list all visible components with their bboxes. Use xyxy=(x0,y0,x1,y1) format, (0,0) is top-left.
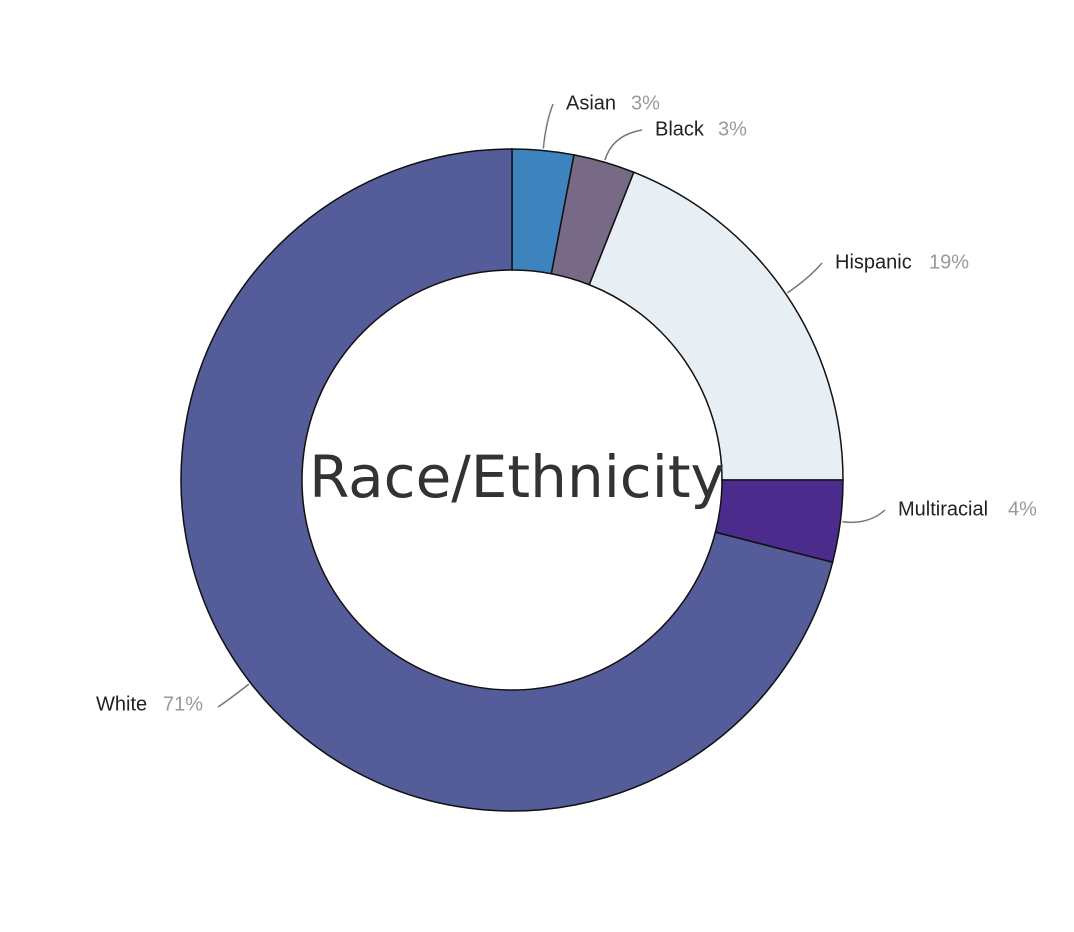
slice-hispanic[interactable] xyxy=(588,171,844,481)
slice-label-asian: Asian xyxy=(566,92,616,114)
slice-label-multiracial: Multiracial xyxy=(898,498,988,520)
leader-line-hispanic xyxy=(786,262,823,294)
chart-title: Race/Ethnicity xyxy=(309,443,725,511)
leader-line-black xyxy=(604,129,643,161)
slices-group xyxy=(180,148,844,812)
slice-value-asian: 3% xyxy=(631,92,660,114)
slice-value-white: 71% xyxy=(163,693,203,715)
slice-label-hispanic: Hispanic xyxy=(835,251,912,273)
slice-labels-group: Asian 3% Black 3% Hispanic 19% Multiracial 4% Wh… xyxy=(96,92,1037,715)
leader-line-multiracial xyxy=(842,509,886,524)
slice-label-white: White xyxy=(96,693,147,715)
slice-value-hispanic: 19% xyxy=(929,251,969,273)
leader-line-white xyxy=(217,683,250,708)
leader-line-asian xyxy=(542,103,554,149)
slice-value-black: 3% xyxy=(718,118,747,140)
slice-white[interactable] xyxy=(180,148,834,812)
leader-lines-group xyxy=(217,103,886,708)
slice-value-multiracial: 4% xyxy=(1008,498,1037,520)
slice-label-black: Black xyxy=(655,118,705,140)
